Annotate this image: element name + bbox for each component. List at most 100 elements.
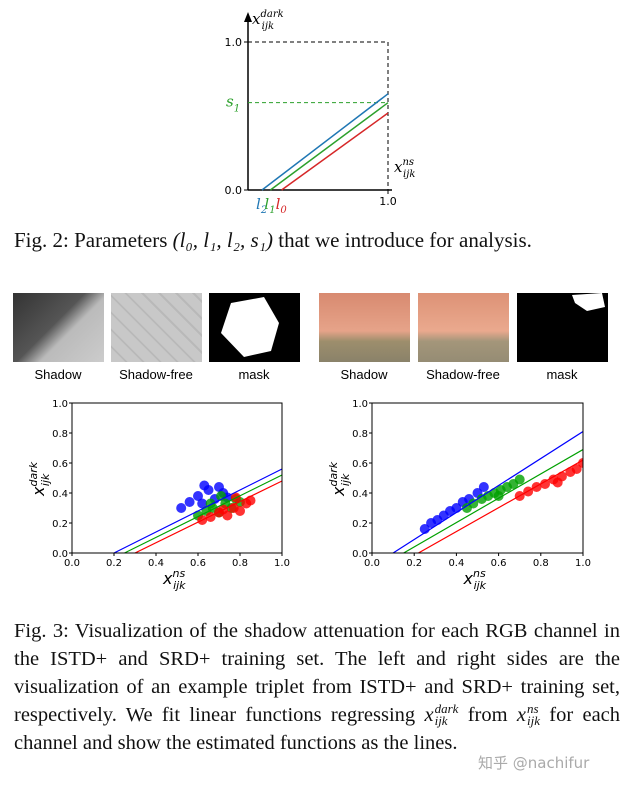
fit-line [113,468,282,553]
x-tick-label: 0.4 [448,558,464,569]
math-sub: ijk [173,579,186,592]
arrow [244,12,252,22]
watermark: 知乎 @nachifur [478,754,590,772]
math-base: l [256,195,261,213]
math-sub: ijk [39,473,52,486]
point [571,464,582,474]
y-tick-label: 1.0 [352,399,368,410]
y-tick-label: 0.6 [352,459,368,470]
x-tick-label: 0.8 [533,558,549,569]
line-label: l2 [256,195,267,216]
caption-text: Fig. 3: Visualization of the shadow atte… [14,620,620,726]
math-base: x [394,158,403,176]
x-tick-label: 0.6 [491,558,507,569]
caption-text: Fig. 2: Parameters [14,228,168,252]
x-tick-label: 1.0 [274,558,290,569]
caption-math: x ns ijk [517,701,540,729]
x-tick-label: 0.4 [148,558,164,569]
y-tick-label: 0.4 [52,489,68,500]
fit-line [261,93,389,191]
x-tick-label: 0.0 [64,558,80,569]
thumbnail [111,293,202,362]
frame [371,402,584,554]
s1-label: s1 [226,93,240,115]
point [235,506,245,516]
thumbnail [209,293,300,362]
fit-line [124,474,282,553]
math-base: x [463,569,474,588]
x-tick-label: 0.0 [364,558,380,569]
thumb-label: Shadow-free [426,367,500,382]
caption-text: from [467,704,508,726]
mask-shape [221,297,279,357]
y-tick-label: 0.6 [52,459,68,470]
y-tick-label: 0.2 [352,519,368,530]
point [478,482,489,492]
mask-shape [572,293,605,311]
point [199,480,210,491]
x-tick-label: 0.2 [406,558,422,569]
y-tick-label: 0.8 [352,429,368,440]
math-sup: ns [526,701,539,716]
math-sup: ns [172,567,185,580]
point [205,512,216,522]
math-base: x [252,10,261,28]
math-sup: dark [27,461,40,486]
clip [113,468,282,553]
line-label: l0 [276,195,288,216]
thumbnail [13,293,104,362]
point [184,497,195,507]
caption-math: x dark ijk [424,701,458,729]
y-tick-label: 0.4 [352,489,368,500]
thumb-label: mask [546,367,578,382]
point [176,503,187,513]
math-sup: dark [327,461,340,486]
x-tick-label: 0.6 [190,558,206,569]
fig2-caption: Fig. 2: Parameters (l₀, l₁, l₂, s₁) that… [14,228,620,253]
y-tick-label: 1.0 [52,399,68,410]
point [540,479,551,489]
math-base: s [226,93,234,111]
fit-line [392,430,583,553]
y-tick-label: 0.8 [52,429,68,440]
y-tick-label: 0.0 [352,549,368,560]
math-sub: 1 [269,205,275,216]
thumbnail [319,293,410,362]
math-sup: dark [260,9,283,20]
y-tick-label: 0.0 [225,184,243,197]
y-tick-label: 0.2 [52,519,68,530]
thumb-label: Shadow-free [119,367,193,382]
math-base: l [264,195,269,213]
thumb-label: Shadow [34,367,82,382]
x-tick-label: 1.0 [575,558,591,569]
axis-label: xdarkijk [327,461,352,497]
point [193,491,203,501]
point [514,474,525,485]
math-sub: ijk [434,713,448,728]
axis-label: xns ijk [463,567,487,592]
fit-line [403,448,583,553]
math-sub: ijk [474,579,487,592]
math-base: x [516,704,526,726]
axis-label: xns ijk [162,567,186,592]
fit-line [281,112,389,191]
axis-label: xdarkijk [27,461,52,497]
point [468,498,479,509]
caption-text: for each channel and show the estimated … [14,704,621,754]
caption-math: (l₀, l₁, l₂, s₁) [172,228,274,252]
math-sub: ijk [339,473,352,486]
math-sup: ns [402,157,414,168]
fit-line [418,459,583,553]
y-tick-label: 0.0 [52,549,68,560]
x-tick-label: 0.2 [106,558,122,569]
y-tick-label: 1.0 [225,36,243,49]
math-sup: ns [473,567,486,580]
point [197,498,208,509]
math-sub: 1 [234,104,240,115]
frame [71,402,283,554]
x-tick-label: 1.0 [379,195,397,208]
